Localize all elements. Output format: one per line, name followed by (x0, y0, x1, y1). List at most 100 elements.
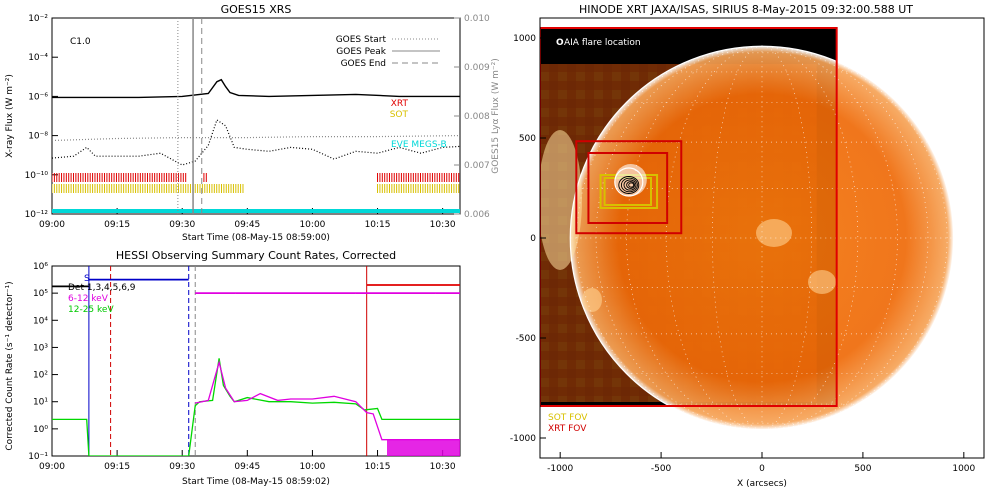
hessi-xtick-label: 09:00 (39, 462, 65, 472)
grid-longitude-line (595, 45, 763, 431)
flare-contour (623, 179, 637, 191)
xrt-xtick-label: 500 (854, 464, 871, 474)
hessi-ytick-label: 10² (33, 371, 48, 381)
xrt-ytick-label: -1000 (510, 434, 536, 444)
hessi-attenuator-fill (387, 440, 460, 456)
hessi-ytick-label: 10⁴ (33, 316, 48, 326)
goes-series-group (52, 78, 460, 166)
hessi-panel: HESSI Observing Summary Count Rates, Cor… (5, 249, 461, 487)
xrt-xtick-label: 1000 (952, 464, 975, 474)
xrt-ytick-label: 0 (530, 234, 536, 244)
xrt-image-border (540, 27, 838, 407)
goes-y2tick-label: 0.006 (464, 210, 490, 220)
goes-legend: GOES Start GOES Peak GOES End (336, 35, 440, 69)
xrt-ytick-label: 500 (519, 134, 536, 144)
legend-goes-peak: GOES Peak (336, 47, 386, 57)
hessi-ytick-label: 10⁰ (33, 425, 48, 435)
goes-ytick-label: 10⁻⁶ (28, 92, 48, 102)
fov-box-xrt-fov (575, 140, 683, 235)
goes-xtick-label: 10:30 (430, 220, 456, 230)
grid-longitude-line (761, 45, 948, 431)
flare-contour (618, 176, 640, 194)
fov-legend-xrt: XRT FOV (548, 424, 587, 434)
goes-series-lya-flux (52, 135, 460, 142)
goes-y2tick-label: 0.010 (464, 14, 490, 24)
hessi-ytick-label: 10¹ (33, 398, 48, 408)
goes-xtick-label: 10:15 (365, 220, 391, 230)
hessi-xtick-label: 09:45 (234, 462, 260, 472)
goes-xtick-label: 09:30 (169, 220, 195, 230)
inst-label-xrt: XRT (391, 99, 409, 109)
hessi-s-flag: S (84, 274, 90, 284)
goes-event-markers (177, 18, 203, 214)
xrt-title: HINODE XRT JAXA/ISAS, SIRIUS 8-May-2015 … (579, 3, 913, 16)
hessi-xtick-label: 10:30 (430, 462, 456, 472)
active-region-1 (756, 219, 792, 247)
flare-contours (614, 164, 647, 197)
hessi-ytick-label: 10³ (33, 343, 48, 353)
xrt-xtick-label: -500 (651, 464, 672, 474)
hessi-series-group (52, 278, 460, 456)
goes-y2label: GOES15 Lyα Flux (W m⁻²) (491, 58, 501, 174)
goes-title: GOES15 XRS (221, 3, 292, 16)
limb-brightening (540, 130, 582, 270)
flare-contour (626, 181, 636, 189)
hessi-xtick-label: 09:15 (104, 462, 130, 472)
inst-label-sot: SOT (390, 110, 409, 120)
goes-y2-axis: 0.010 0.009 0.008 0.007 0.006 (454, 14, 490, 220)
xrt-xlabel: X (arcsecs) (737, 479, 787, 489)
hessi-vertical-lines (88, 266, 368, 456)
goes-xrs-panel: GOES15 XRS 10⁻² 10⁻⁴ 10⁻⁶ 10⁻⁸ 10⁻¹⁰ 10⁻¹² 0.… (5, 3, 501, 243)
hessi-legend-12-25: 12-25 keV (68, 305, 114, 315)
xrt-image-panel: HINODE XRT JAXA/ISAS, SIRIUS 8-May-2015 … (510, 3, 985, 489)
goes-y2tick-label: 0.007 (464, 161, 490, 171)
xrt-ytick-label: -500 (516, 334, 537, 344)
goes-ytick-label: 10⁻² (28, 14, 48, 24)
xrt-y-axis: 1000 500 0 -500 -1000 (510, 34, 546, 444)
goes-ytick-label: 10⁻¹⁰ (25, 171, 49, 181)
hessi-legend-6-12: 6-12 keV (68, 294, 109, 304)
goes-y2tick-label: 0.008 (464, 112, 490, 122)
xrt-xtick-label: -1000 (547, 464, 573, 474)
goes-ytick-label: 10⁻⁸ (28, 132, 48, 142)
fov-box-xrt-fov-inner (587, 152, 669, 224)
hessi-xtick-label: 10:00 (299, 462, 325, 472)
goes-ytick-label: 10⁻¹² (25, 210, 49, 220)
xrt-x-axis: -1000 -500 0 500 1000 (547, 452, 976, 474)
goes-ylabel: X-ray Flux (W m⁻²) (5, 74, 15, 158)
xrt-ytick-label: 1000 (513, 34, 536, 44)
hessi-xlabel: Start Time (08-May-15 08:59:02) (182, 477, 330, 487)
aia-flare-marker (614, 167, 644, 197)
hessi-series-6-12-kev (195, 359, 460, 441)
goes-y2tick-label: 0.009 (464, 63, 490, 73)
legend-goes-end: GOES End (341, 59, 386, 69)
goes-xtick-label: 09:45 (234, 220, 260, 230)
grid-longitude-line (576, 45, 763, 431)
solar-limb (569, 45, 955, 431)
active-region-3 (582, 288, 602, 312)
coverage-bar-eve-megs-b (52, 209, 460, 213)
goes-series-long-channel-1-8-a- (52, 78, 460, 99)
hessi-plot-frame (51, 265, 461, 457)
flare-contour (620, 177, 638, 193)
goes-xtick-label: 09:00 (39, 220, 65, 230)
hessi-ylabel: Corrected Count Rate (s⁻¹ detector⁻¹) (5, 281, 15, 450)
goes-xtick-label: 09:15 (104, 220, 130, 230)
grid-longitude-line (761, 45, 929, 431)
goes-flare-class: C1.0 (70, 37, 91, 47)
hessi-ytick-label: 10⁶ (33, 262, 48, 272)
hessi-xtick-label: 10:15 (365, 462, 391, 472)
legend-goes-start: GOES Start (336, 35, 387, 45)
inst-label-eve: EVE MEGS-B (391, 140, 447, 150)
aia-marker-symbol: O (556, 38, 564, 48)
goes-xlabel: Start Time (08-May-15 08:59:00) (182, 233, 330, 243)
xrt-xtick-label: 0 (759, 464, 765, 474)
fov-legend-sot: SOT FOV (548, 413, 588, 423)
hessi-title: HESSI Observing Summary Count Rates, Cor… (116, 249, 396, 262)
aia-marker-label: AIA flare location (564, 38, 641, 48)
goes-y-axis: 10⁻² 10⁻⁴ 10⁻⁶ 10⁻⁸ 10⁻¹⁰ 10⁻¹² (25, 14, 58, 220)
flare-contour (628, 182, 635, 188)
hessi-ytick-label: 10⁻¹ (28, 452, 48, 462)
goes-series-short-channel-0-5-4-a- (52, 118, 460, 166)
